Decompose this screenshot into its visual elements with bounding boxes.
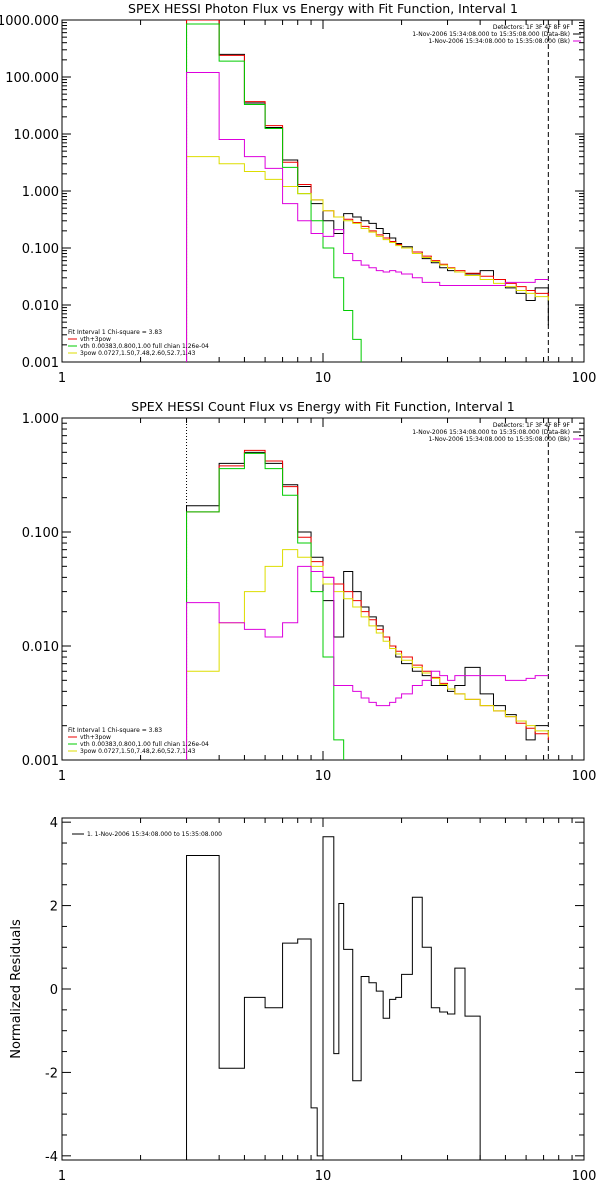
fit-annotation: Fit Interval 1 Chi-square = 3.83: [68, 727, 162, 734]
fit-annotation: vth+3pow: [80, 734, 111, 741]
x-tick-label: 1: [58, 371, 66, 386]
chart-title: SPEX HESSI Count Flux vs Energy with Fit…: [131, 399, 514, 414]
x-tick-label: 100: [572, 371, 597, 386]
y-tick-label: 1.000: [22, 185, 59, 200]
plot-area: [186, 20, 549, 362]
plot-area: [186, 418, 549, 760]
x-tick-label: 10: [315, 769, 332, 784]
y-tick-label: -2: [45, 1066, 58, 1081]
series-3-histogram: [186, 156, 549, 362]
residuals-panel: 1 10 100 -4 -2 0 2 4 Normalized Residuals 1. 1-No…: [9, 816, 596, 1184]
x-tick-label: 1: [58, 1169, 66, 1184]
series-0-histogram: [186, 451, 549, 760]
x-tick-label: 10: [315, 371, 332, 386]
fit-annotation: vth 0.00383,0.800,1.00 full chian 1.26e-…: [80, 741, 209, 748]
header-annotation: 1-Nov-2006 15:34:08.000 to 15:35:08.000 …: [428, 436, 570, 443]
fit-annotation: Fit Interval 1 Chi-square = 3.83: [68, 329, 162, 336]
x-tick-label: 10: [315, 1169, 332, 1184]
fit-annotation: vth+3pow: [80, 336, 111, 343]
y-tick-label: 1.000: [22, 412, 59, 427]
y-tick-label: 0.100: [22, 242, 59, 257]
y-tick-label: 1000.000: [0, 14, 59, 29]
series-0-histogram: [186, 836, 494, 1160]
header-annotation: 1-Nov-2006 15:34:08.000 to 15:35:08.000 …: [428, 38, 570, 45]
legend-entry: 1. 1-Nov-2006 15:34:08.000 to 15:35:08.0…: [87, 831, 222, 838]
header-annotation: 1-Nov-2006 15:34:08.000 to 15:35:08.000 …: [412, 31, 570, 38]
photon-flux-panel: SPEX HESSI Photon Flux vs Energy with Fi…: [0, 1, 596, 386]
y-tick-label: 100.000: [5, 71, 59, 86]
series-2-histogram: [186, 23, 362, 362]
y-tick-label: 0.010: [22, 640, 59, 655]
y-tick-label: 4: [50, 816, 58, 831]
y-axis-label: Normalized Residuals: [9, 919, 24, 1059]
y-tick-label: 2: [50, 900, 58, 915]
y-tick-label: 0.010: [22, 299, 59, 314]
series-4-histogram: [186, 565, 549, 760]
chart-title: SPEX HESSI Photon Flux vs Energy with Fi…: [128, 1, 518, 16]
series-4-histogram: [186, 71, 549, 362]
fit-annotation: 3pow 0.0727,1.50,7.48,2.60,52.7,1.43: [80, 350, 196, 357]
fit-annotation: vth 0.00383,0.800,1.00 full chian 1.26e-…: [80, 343, 209, 350]
series-0-histogram: [186, 20, 549, 362]
series-1-histogram: [186, 20, 549, 362]
y-tick-label: 0.001: [22, 356, 59, 371]
fit-annotation: 3pow 0.0727,1.50,7.48,2.60,52.7,1.43: [80, 748, 196, 755]
x-tick-label: 100: [572, 1169, 597, 1184]
y-tick-label: 0: [50, 983, 58, 998]
count-flux-panel: SPEX HESSI Count Flux vs Energy with Fit…: [22, 399, 597, 784]
x-tick-label: 100: [572, 769, 597, 784]
series-2-histogram: [186, 452, 345, 760]
plot-frame: [61, 19, 585, 363]
header-annotation: Detectors: 1F 3F 4F 8F 9F: [493, 24, 571, 31]
series-3-histogram: [186, 549, 549, 760]
header-annotation: Detectors: 1F 3F 4F 8F 9F: [493, 422, 571, 429]
y-tick-label: 0.100: [22, 526, 59, 541]
header-annotation: 1-Nov-2006 15:34:08.000 to 15:35:08.000 …: [412, 429, 570, 436]
plot-area: [186, 836, 494, 1160]
y-tick-label: 10.000: [14, 128, 60, 143]
series-1-histogram: [186, 449, 549, 760]
y-tick-label: -4: [45, 1150, 58, 1165]
y-tick-label: 0.001: [22, 754, 59, 769]
x-tick-label: 1: [58, 769, 66, 784]
